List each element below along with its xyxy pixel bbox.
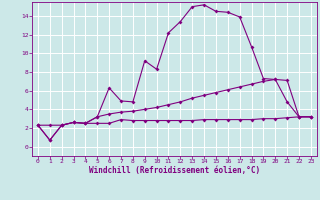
X-axis label: Windchill (Refroidissement éolien,°C): Windchill (Refroidissement éolien,°C) <box>89 166 260 175</box>
